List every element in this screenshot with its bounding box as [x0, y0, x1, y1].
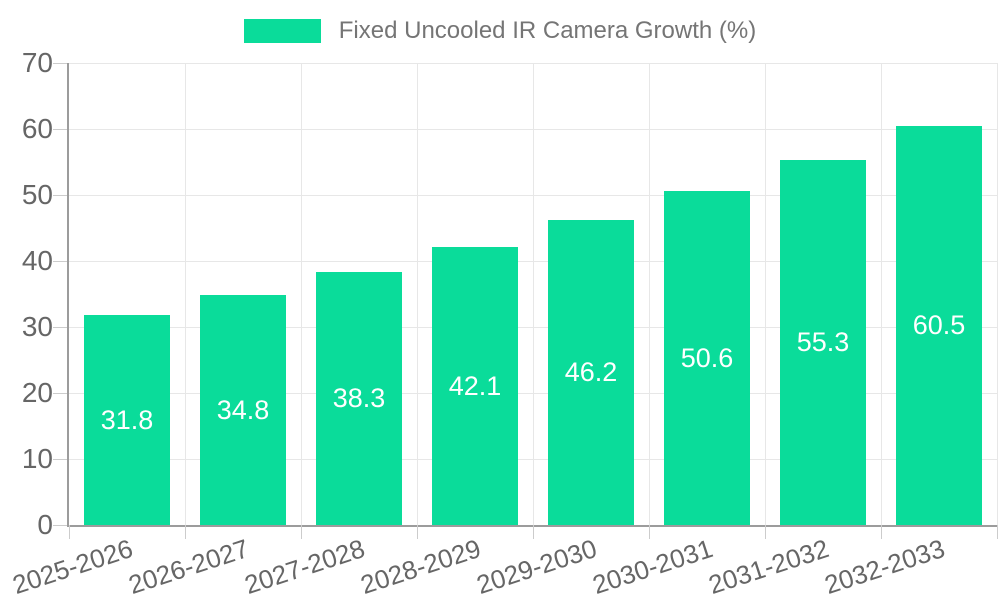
x-gridline: [416, 63, 418, 525]
y-tick-mark: [53, 524, 67, 526]
x-tick-label: 2029-2030: [472, 533, 600, 600]
bar[interactable]: 46.2: [548, 220, 634, 525]
y-tick-label: 10: [21, 443, 53, 474]
x-tick-mark: [880, 525, 882, 539]
x-tick-label: 2031-2032: [704, 533, 832, 600]
x-tick-mark: [648, 525, 650, 539]
bar-value-label: 60.5: [912, 309, 966, 340]
bar[interactable]: 31.8: [84, 315, 170, 525]
x-gridline: [648, 63, 650, 525]
bar[interactable]: 55.3: [780, 160, 866, 525]
x-gridline: [880, 63, 882, 525]
y-tick-mark: [53, 194, 67, 196]
x-tick-label: 2032-2033: [820, 533, 948, 600]
y-tick-label: 70: [21, 47, 53, 78]
bar-value-label: 38.3: [332, 383, 386, 414]
legend: Fixed Uncooled IR Camera Growth (%): [0, 17, 1000, 45]
bar-value-label: 34.8: [216, 394, 270, 425]
y-tick-mark: [53, 260, 67, 262]
y-tick-label: 50: [21, 179, 53, 210]
y-tick-label: 30: [21, 311, 53, 342]
x-gridline: [764, 63, 766, 525]
bar[interactable]: 50.6: [664, 191, 750, 525]
bar-value-label: 31.8: [100, 404, 154, 435]
x-tick-mark: [996, 525, 998, 539]
y-tick-label: 20: [21, 377, 53, 408]
plot-area: 0 10 20 30 40 50 60 70 31.8 2025-2026 34.8 2026-202…: [8, 49, 998, 600]
bar[interactable]: 34.8: [200, 295, 286, 525]
x-tick-mark: [416, 525, 418, 539]
bar[interactable]: 38.3: [316, 272, 402, 525]
y-tick-mark: [53, 392, 67, 394]
y-tick-label: 0: [37, 509, 53, 540]
x-gridline: [300, 63, 302, 525]
x-tick-mark: [300, 525, 302, 539]
x-tick-mark: [764, 525, 766, 539]
bar-value-label: 55.3: [796, 327, 850, 357]
legend-label: Fixed Uncooled IR Camera Growth (%): [338, 17, 757, 44]
x-tick-mark: [184, 525, 186, 539]
bar-value-label: 50.6: [680, 342, 734, 373]
y-tick-mark: [53, 458, 67, 460]
bar-value-label: 42.1: [448, 370, 502, 401]
x-tick-label: 2030-2031: [588, 533, 716, 600]
x-tick-label: 2028-2029: [356, 533, 484, 600]
y-tick-mark: [53, 326, 67, 328]
bar[interactable]: 60.5: [896, 125, 982, 525]
x-gridline: [184, 63, 186, 525]
legend-item[interactable]: Fixed Uncooled IR Camera Growth (%): [243, 17, 757, 45]
x-tick-mark: [532, 525, 534, 539]
x-gridline: [996, 63, 998, 525]
x-tick-mark: [68, 525, 70, 539]
bar[interactable]: 42.1: [432, 247, 518, 525]
bar-value-label: 46.2: [564, 357, 618, 388]
y-tick-mark: [53, 128, 67, 130]
legend-swatch-icon: [243, 19, 321, 43]
x-tick-label: 2027-2028: [240, 533, 368, 600]
x-tick-label: 2025-2026: [8, 533, 136, 600]
y-tick-mark: [53, 62, 67, 64]
x-gridline: [532, 63, 534, 525]
y-tick-label: 60: [21, 113, 53, 144]
x-tick-label: 2026-2027: [124, 533, 252, 600]
y-tick-label: 40: [21, 245, 53, 276]
